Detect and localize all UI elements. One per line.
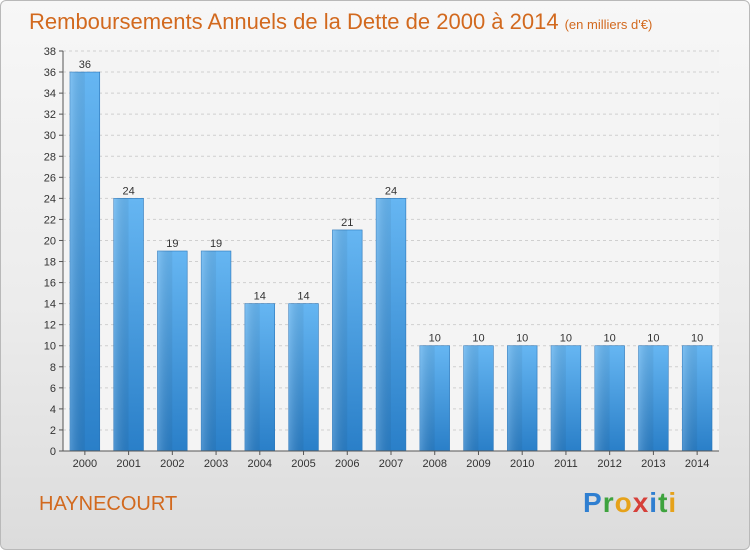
x-tick-label: 2013 <box>641 458 665 470</box>
y-tick-label: 28 <box>44 151 56 163</box>
bar-value-label: 19 <box>166 238 178 250</box>
x-tick-label: 2002 <box>160 458 184 470</box>
bar-value-label: 10 <box>516 333 528 345</box>
y-tick-label: 20 <box>44 235 56 247</box>
bar-highlight <box>376 198 391 451</box>
chart-subtitle: (en milliers d'€) <box>564 17 653 32</box>
logo-letter: i <box>649 487 659 518</box>
x-tick-label: 2004 <box>248 458 272 470</box>
bar-highlight <box>638 345 654 451</box>
logo-letter: o <box>614 487 633 518</box>
x-tick-label: 2012 <box>597 458 621 470</box>
x-tick-label: 2007 <box>379 458 403 470</box>
bar-value-label: 10 <box>691 333 703 345</box>
y-tick-label: 16 <box>44 278 56 290</box>
chart-title-text: Remboursements Annuels de la Dette de 20… <box>29 9 559 34</box>
y-tick-label: 30 <box>44 130 56 142</box>
bar-highlight <box>594 345 610 451</box>
x-axis-labels: 2000 2001 2002 2003 2004 2005 2006 2007 2008 2009… <box>73 458 710 470</box>
bar-value-label: 21 <box>341 217 353 229</box>
y-tick-label: 14 <box>44 299 56 311</box>
y-tick-label: 12 <box>44 320 56 332</box>
bar-value-label: 14 <box>297 291 309 303</box>
bar-value-label: 10 <box>472 333 484 345</box>
bar-value-label: 36 <box>79 59 91 71</box>
x-tick-label: 2000 <box>73 458 97 470</box>
bar-highlight <box>551 345 566 451</box>
logo-letter: r <box>602 487 615 518</box>
chart-title: Remboursements Annuels de la Dette de 20… <box>29 9 652 35</box>
bar-highlight <box>244 303 260 451</box>
y-tick-label: 36 <box>44 67 56 79</box>
logo-letter: P <box>583 487 603 518</box>
bar-value-label: 10 <box>429 333 441 345</box>
x-tick-label: 2001 <box>116 458 140 470</box>
bar-highlight <box>201 251 217 451</box>
y-tick-label: 26 <box>44 172 56 184</box>
x-tick-label: 2006 <box>335 458 359 470</box>
y-tick-label: 4 <box>50 404 56 416</box>
x-tick-label: 2011 <box>554 458 578 470</box>
y-tick-label: 2 <box>50 425 56 437</box>
bar-value-label: 10 <box>560 333 572 345</box>
bar-highlight <box>69 72 85 451</box>
bar-highlight <box>419 345 435 451</box>
logo-letter: i <box>668 487 678 518</box>
axes <box>59 50 719 455</box>
bar-value-label: 24 <box>122 185 134 197</box>
bar-value-label: 24 <box>385 185 397 197</box>
value-labels: 36 24 19 19 14 14 21 24 10 10 10 10 10 10 10 <box>79 59 704 345</box>
bar-highlight <box>507 345 523 451</box>
x-tick-label: 2009 <box>466 458 490 470</box>
y-tick-label: 24 <box>44 193 56 205</box>
bar-highlight <box>157 251 173 451</box>
bar-highlight <box>682 345 698 451</box>
bar-value-label: 14 <box>254 291 266 303</box>
bar-value-label: 19 <box>210 238 222 250</box>
y-tick-label: 34 <box>44 88 56 100</box>
y-tick-label: 10 <box>44 341 56 353</box>
y-tick-label: 38 <box>44 46 56 58</box>
y-tick-label: 18 <box>44 257 56 269</box>
x-tick-label: 2003 <box>204 458 228 470</box>
x-tick-label: 2005 <box>291 458 315 470</box>
commune-name: HAYNECOURT <box>39 493 178 515</box>
y-tick-label: 32 <box>44 109 56 121</box>
x-tick-label: 2010 <box>510 458 534 470</box>
bar-highlight <box>463 345 479 451</box>
y-tick-label: 8 <box>50 362 56 374</box>
bar-highlight <box>332 229 348 451</box>
logo-letter: t <box>658 487 669 518</box>
x-tick-label: 2014 <box>685 458 709 470</box>
bars <box>69 71 713 452</box>
bar-value-label: 10 <box>647 333 659 345</box>
bar-highlight <box>288 303 304 451</box>
y-tick-label: 22 <box>44 214 56 226</box>
bar-highlight <box>113 198 129 451</box>
proxiti-logo: Proxiti <box>583 487 677 519</box>
y-tick-label: 6 <box>50 383 56 395</box>
logo-letter: x <box>632 487 650 518</box>
y-tick-label: 0 <box>50 446 56 458</box>
x-tick-label: 2008 <box>422 458 446 470</box>
bar-value-label: 10 <box>604 333 616 345</box>
